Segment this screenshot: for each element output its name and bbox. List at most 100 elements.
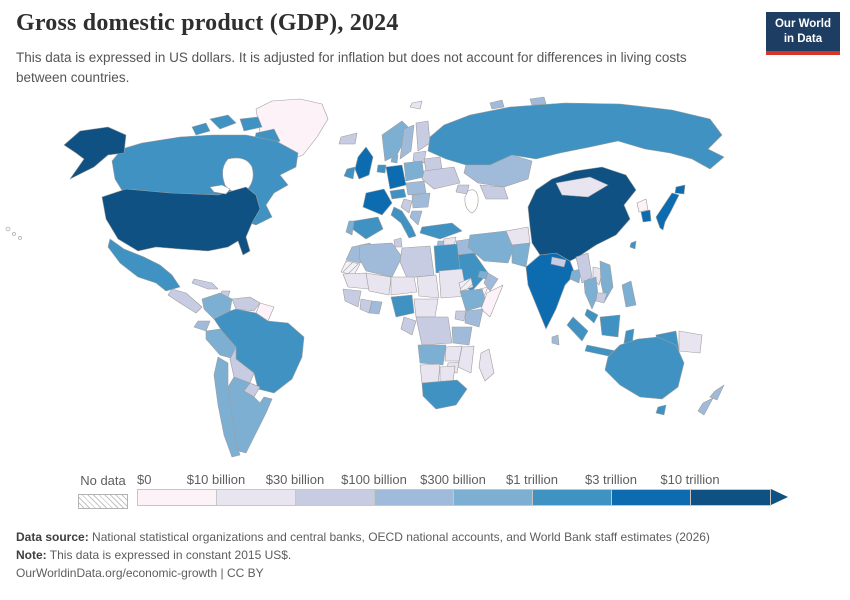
region-angola[interactable] xyxy=(417,344,447,366)
legend-bin-swatch[interactable] xyxy=(454,490,533,505)
region-egypt[interactable] xyxy=(433,243,461,274)
region-eritrea[interactable] xyxy=(458,277,474,292)
region-poland[interactable] xyxy=(403,160,425,182)
region-brazil[interactable] xyxy=(213,308,305,394)
region-hawaii[interactable] xyxy=(5,226,11,232)
region-germany[interactable] xyxy=(385,164,407,190)
region-borneo[interactable] xyxy=(599,314,621,338)
region-libya[interactable] xyxy=(399,245,435,279)
region-denmark[interactable] xyxy=(390,154,399,164)
region-malaysia[interactable] xyxy=(584,308,599,324)
region-cambodia[interactable] xyxy=(595,292,608,304)
region-spain[interactable] xyxy=(350,216,384,240)
region-chile[interactable] xyxy=(213,356,241,458)
region-ecuador[interactable] xyxy=(193,320,211,332)
license-line[interactable]: OurWorldinData.org/economic-growth | CC … xyxy=(16,566,264,580)
region-mali[interactable] xyxy=(365,272,392,296)
region-mauritania[interactable] xyxy=(342,272,370,290)
region-india[interactable] xyxy=(525,252,576,330)
region-central-america[interactable] xyxy=(167,288,203,314)
region-drc[interactable] xyxy=(415,316,453,346)
region-myanmar[interactable] xyxy=(575,252,593,284)
region-mongolia[interactable] xyxy=(555,176,609,198)
legend-bin-swatch[interactable] xyxy=(217,490,296,505)
legend-bin-swatch[interactable] xyxy=(138,490,217,505)
region-central-asia[interactable] xyxy=(479,184,509,200)
region-bangladesh[interactable] xyxy=(569,268,582,284)
region-france[interactable] xyxy=(362,188,393,216)
region-new-zealand-south[interactable] xyxy=(697,397,714,416)
region-niger[interactable] xyxy=(390,276,418,296)
region-sweden[interactable] xyxy=(399,124,415,160)
region-nigeria[interactable] xyxy=(390,294,415,318)
region-mozambique[interactable] xyxy=(457,345,475,374)
region-cuba[interactable] xyxy=(191,278,219,290)
region-ghana[interactable] xyxy=(368,300,383,315)
region-thailand[interactable] xyxy=(583,276,599,310)
region-central-europe[interactable] xyxy=(405,180,427,196)
region-greece[interactable] xyxy=(409,210,423,226)
region-arctic-islands[interactable] xyxy=(489,99,505,110)
region-south-korea[interactable] xyxy=(640,209,652,223)
region-hokkaido[interactable] xyxy=(674,184,686,195)
region-somalia[interactable] xyxy=(480,284,504,318)
region-nepal[interactable] xyxy=(550,256,567,268)
legend-bin-swatch[interactable] xyxy=(375,490,454,505)
region-tanzania[interactable] xyxy=(451,326,473,346)
region-north-korea[interactable] xyxy=(636,198,649,213)
region-western-sahara[interactable] xyxy=(340,260,361,276)
legend-no-data-swatch[interactable] xyxy=(78,494,128,509)
region-canadian-arctic[interactable] xyxy=(209,114,237,130)
region-balkans[interactable] xyxy=(400,198,413,214)
region-kazakhstan[interactable] xyxy=(463,154,533,188)
region-alpine-states[interactable] xyxy=(389,188,407,200)
region-russia[interactable] xyxy=(427,102,725,170)
region-tunisia[interactable] xyxy=(393,237,403,248)
region-canadian-arctic[interactable] xyxy=(239,116,263,132)
region-senegal-guinea[interactable] xyxy=(342,288,362,308)
region-botswana[interactable] xyxy=(439,365,456,383)
region-kenya[interactable] xyxy=(464,308,484,328)
region-sumatra[interactable] xyxy=(566,316,589,342)
region-united-states[interactable] xyxy=(101,186,261,256)
region-hawaii[interactable] xyxy=(18,236,22,240)
region-turkey[interactable] xyxy=(419,222,463,240)
region-pakistan[interactable] xyxy=(511,242,531,268)
region-canadian-arctic[interactable] xyxy=(191,122,211,136)
region-alaska[interactable] xyxy=(63,126,127,180)
legend-bin-swatch[interactable] xyxy=(533,490,612,505)
region-tasmania[interactable] xyxy=(655,404,667,416)
region-united-kingdom[interactable] xyxy=(354,146,374,180)
region-iceland[interactable] xyxy=(338,132,358,145)
legend-bin-swatch[interactable] xyxy=(296,490,375,505)
region-south-africa[interactable] xyxy=(421,379,468,410)
region-oman[interactable] xyxy=(483,272,499,292)
region-portugal[interactable] xyxy=(345,220,355,236)
region-arctic-islands[interactable] xyxy=(529,96,547,106)
owid-logo[interactable]: Our World in Data xyxy=(765,12,840,55)
region-gabon-congo[interactable] xyxy=(400,316,417,336)
region-uae[interactable] xyxy=(477,270,489,280)
region-new-zealand-north[interactable] xyxy=(709,384,725,401)
region-venezuela[interactable] xyxy=(231,296,261,312)
region-algeria[interactable] xyxy=(358,242,403,278)
region-chad[interactable] xyxy=(416,274,440,299)
region-baltics[interactable] xyxy=(412,150,427,164)
region-cameroon-car[interactable] xyxy=(413,298,439,318)
region-papua-new-guinea[interactable] xyxy=(678,330,703,354)
region-hawaii[interactable] xyxy=(12,232,16,236)
legend-bin-swatch[interactable] xyxy=(691,490,770,505)
region-finland[interactable] xyxy=(415,120,431,152)
region-australia[interactable] xyxy=(604,336,685,400)
region-sri-lanka[interactable] xyxy=(551,334,560,346)
region-uganda[interactable] xyxy=(454,310,467,322)
legend-bin-swatch[interactable] xyxy=(612,490,691,505)
region-philippines[interactable] xyxy=(621,280,637,308)
region-ireland[interactable] xyxy=(343,166,356,180)
region-benelux[interactable] xyxy=(376,164,387,174)
region-romania-bulgaria[interactable] xyxy=(411,192,431,209)
region-italy[interactable] xyxy=(390,206,417,239)
region-japan[interactable] xyxy=(655,192,680,231)
region-china[interactable] xyxy=(527,166,637,262)
region-ukraine[interactable] xyxy=(421,166,461,190)
